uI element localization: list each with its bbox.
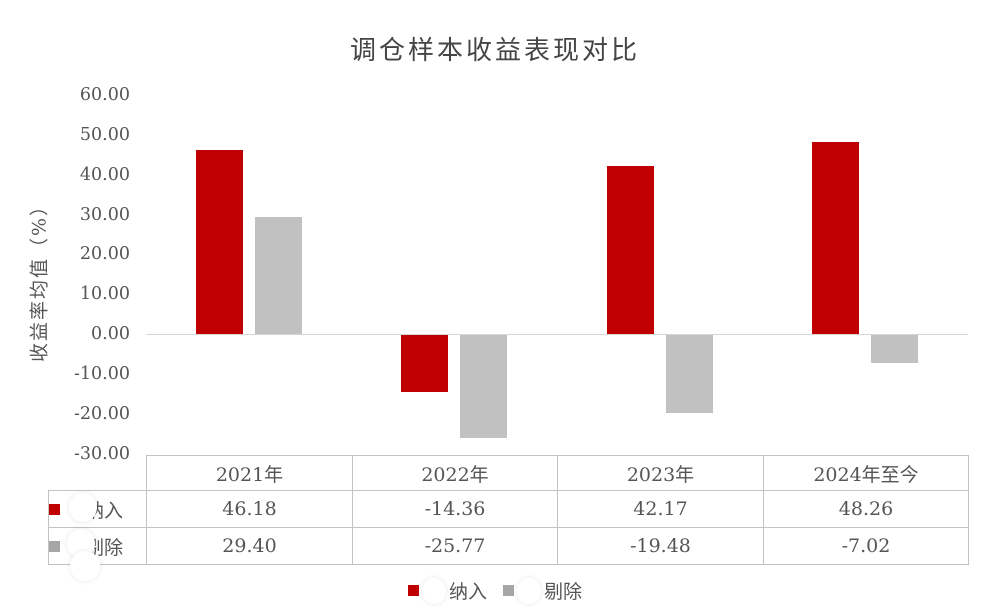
table-row: 剔除 29.40 -25.77 -19.48 -7.02 <box>48 527 969 565</box>
table-value-cell: -25.77 <box>352 527 558 565</box>
table-value-cell: 46.18 <box>146 490 353 528</box>
table-value-cell: 42.17 <box>557 490 764 528</box>
table-column-header: 2021年 <box>146 455 353 491</box>
bar-剔除-2023年 <box>665 335 713 413</box>
y-tick-label: -10.00 <box>73 363 130 384</box>
table-value-cell: -14.36 <box>352 490 558 528</box>
table-column-header: 2024年至今 <box>763 455 969 491</box>
table-row-label: 纳入 <box>48 490 147 528</box>
bar-剔除-2022年 <box>460 335 508 438</box>
y-tick-label: 60.00 <box>79 85 130 105</box>
chart-title: 调仓样本收益表现对比 <box>349 36 640 66</box>
legend-label: 纳入 <box>448 581 487 603</box>
bar-纳入-2023年 <box>606 166 654 334</box>
legend-key-square <box>49 503 60 515</box>
legend-key-gray-square <box>503 585 514 596</box>
y-tick-label: 10.00 <box>79 284 130 305</box>
legend-label: 剔除 <box>544 581 583 603</box>
redaction-blob <box>517 577 541 604</box>
redaction-blob <box>69 493 97 522</box>
table-header-row: 2021年 2022年 2023年 2024年至今 <box>48 455 969 491</box>
y-tick-label: 20.00 <box>79 244 130 265</box>
zero-axis-line <box>146 334 968 335</box>
y-tick-label: 50.00 <box>79 124 130 145</box>
bar-纳入-2022年 <box>401 335 449 393</box>
table-corner-cell <box>48 455 147 491</box>
legend-item-include: 纳入 <box>407 577 487 604</box>
table-value-cell: -7.02 <box>763 527 969 565</box>
y-tick-label: 30.00 <box>79 204 130 225</box>
chart-legend: 纳入 剔除 <box>0 577 990 604</box>
table-value-cell: -19.48 <box>557 527 764 565</box>
table-row: 纳入 46.18 -14.36 42.17 48.26 <box>48 490 969 528</box>
y-tick-label: -20.00 <box>73 403 130 424</box>
redaction-blob <box>421 577 446 604</box>
legend-item-exclude: 剔除 <box>503 577 582 604</box>
table-column-header: 2022年 <box>352 455 558 491</box>
table-value-cell: 29.40 <box>146 527 353 565</box>
table-column-header: 2023年 <box>557 455 764 491</box>
y-tick-label: 40.00 <box>79 164 130 185</box>
legend-key-red-square <box>407 585 419 596</box>
redaction-blob <box>70 551 100 581</box>
bar-纳入-2024年至今 <box>812 141 860 334</box>
table-value-cell: 48.26 <box>763 490 969 528</box>
chart-data-table: 2021年 2022年 2023年 2024年至今 纳入 46.18 -14.36 42.1… <box>48 455 969 565</box>
legend-key-square <box>49 540 60 552</box>
bar-纳入-2021年 <box>195 150 243 334</box>
bar-剔除-2024年至今 <box>871 335 919 363</box>
bar-剔除-2021年 <box>254 216 302 334</box>
y-tick-label: 0.00 <box>91 324 130 344</box>
